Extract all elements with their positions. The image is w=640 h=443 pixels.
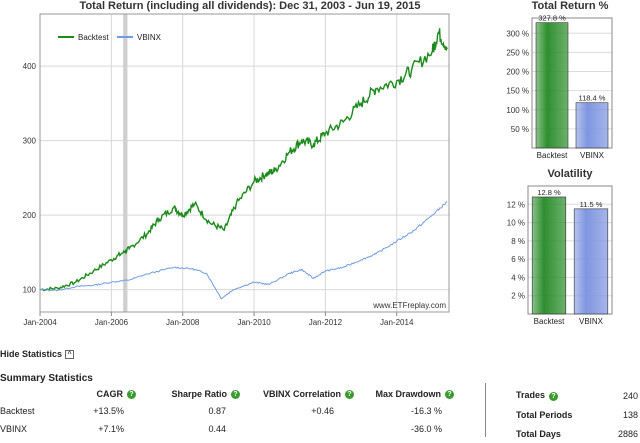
hide-statistics-label: Hide Statistics <box>0 349 63 359</box>
row-name: Backtest <box>0 406 35 416</box>
total-days-label: Total Days <box>516 428 561 439</box>
legend-backtest-label: Backtest <box>78 33 109 42</box>
highlight-band <box>123 14 128 312</box>
correlation-value: +0.46 <box>311 406 334 416</box>
table-row: Total Periods 138 <box>516 405 638 424</box>
x-tick-label: Jan-2008 <box>166 318 200 327</box>
y-tick-label: 6 % <box>511 255 525 264</box>
trades-value: 240 <box>622 390 638 401</box>
main-line-chart: Jan-2004 Jan-2006 Jan-2008 Jan-2010 Jan-2012… <box>23 13 450 327</box>
volatility-bar-chart: 2 % 4 % 6 % 8 % 10 % 12 % 12.8 % Backtest 11.5 %… <box>507 185 613 326</box>
y-tick-label: 100 <box>23 286 37 295</box>
total-return-bar-chart: 50 % 100 % 150 % 200 % 250 % 300 % 327.8 % Back… <box>506 14 613 160</box>
bar-backtest <box>535 22 569 149</box>
y-tick-label: 50 % <box>511 125 529 134</box>
x-tick-label: Jan-2012 <box>309 318 343 327</box>
vbinx-line <box>39 201 448 300</box>
watermark: www.ETFreplay.com <box>372 301 446 310</box>
bar-vbinx <box>575 102 609 149</box>
max-drawdown-header: Max Drawdown? <box>354 386 454 402</box>
bar-backtest <box>531 196 567 315</box>
total-periods-value: 138 <box>622 409 638 420</box>
cagr-value: +13.5% <box>93 406 124 416</box>
summary-statistics-table: CAGR? Sharpe Ratio? VBINX Correlation? M… <box>0 386 454 438</box>
y-tick-label: 10 % <box>507 219 525 228</box>
y-tick-label: 100 % <box>506 106 529 115</box>
cagr-header: CAGR? <box>60 386 136 402</box>
y-tick-label: 200 <box>23 211 37 220</box>
sharpe-header: Sharpe Ratio? <box>136 386 240 402</box>
y-tick-label: 4 % <box>511 273 525 282</box>
sharpe-value: 0.44 <box>208 424 226 434</box>
y-tick-label: 8 % <box>511 237 525 246</box>
y-tick-label: 300 % <box>506 29 529 38</box>
collapse-icon: ^ <box>65 350 75 360</box>
total-periods-label: Total Periods <box>516 409 573 420</box>
x-tick-label: Jan-2004 <box>23 318 57 327</box>
legend[interactable]: Backtest VBINX <box>58 33 162 42</box>
x-category-label: Backtest <box>534 317 565 326</box>
summary-statistics-title: Summary Statistics <box>0 373 93 384</box>
y-tick-label: 250 % <box>506 48 529 57</box>
bar-data-label: 12.8 % <box>537 188 561 197</box>
help-icon[interactable]: ? <box>231 390 240 400</box>
plot-frame <box>527 185 613 315</box>
max-drawdown-value: -36.0 % <box>410 424 442 434</box>
period-statistics-table: Trades? 240 Total Periods 138 Total Days… <box>516 386 638 443</box>
x-category-label: VBINX <box>580 151 605 160</box>
volatility-title: Volatility <box>547 168 593 180</box>
x-category-label: VBINX <box>579 317 604 326</box>
stats-divider <box>485 383 486 437</box>
cagr-value: +7.1% <box>98 424 124 434</box>
x-category-label: Backtest <box>537 151 568 160</box>
bar-data-label: 118.4 % <box>579 94 606 103</box>
help-icon[interactable]: ? <box>549 391 559 401</box>
table-row: Backtest +13.5% 0.87 +0.46 -16.3 % <box>0 402 454 420</box>
plot-frame <box>531 17 613 149</box>
total-days-value: 2886 <box>617 428 638 439</box>
x-tick-label: Jan-2010 <box>237 318 271 327</box>
plot-frame <box>39 13 450 313</box>
help-icon[interactable]: ? <box>127 390 136 400</box>
table-row: Trades? 240 <box>516 386 638 405</box>
max-drawdown-value: -16.3 % <box>410 406 442 416</box>
sharpe-value: 0.87 <box>208 406 226 416</box>
y-tick-label: 2 % <box>511 292 525 301</box>
stats-header-row: CAGR? Sharpe Ratio? VBINX Correlation? M… <box>0 386 454 402</box>
correlation-header: VBINX Correlation? <box>240 386 354 402</box>
legend-vbinx-label: VBINX <box>137 33 162 42</box>
bar-vbinx <box>573 208 609 315</box>
y-tick-label: 200 % <box>506 68 529 77</box>
help-icon[interactable]: ? <box>445 390 454 400</box>
table-row: VBINX +7.1% 0.44 -36.0 % <box>0 420 454 438</box>
row-name: VBINX <box>0 424 28 434</box>
table-row: Total Days 2886 <box>516 424 638 443</box>
y-tick-label: 150 % <box>506 87 529 96</box>
main-chart-title: Total Return (including all dividends): … <box>79 0 421 12</box>
x-tick-label: Jan-2014 <box>380 318 414 327</box>
main-chart-axes: Jan-2004 Jan-2006 Jan-2008 Jan-2010 Jan-2012… <box>23 13 450 327</box>
y-tick-label: 400 <box>23 62 37 71</box>
y-tick-label: 300 <box>23 137 37 146</box>
x-tick-label: Jan-2006 <box>95 318 129 327</box>
trades-label: Trades? <box>516 386 596 405</box>
backtest-line <box>40 28 448 292</box>
bar-data-label: 11.5 % <box>580 200 603 209</box>
bar-data-label: 327.8 % <box>538 14 566 23</box>
total-return-title: Total Return % <box>531 0 609 12</box>
y-tick-label: 12 % <box>507 200 525 209</box>
correlation-value <box>240 420 354 438</box>
main-chart-lines <box>39 28 448 300</box>
hide-statistics-toggle[interactable]: Hide Statistics ^ <box>0 349 75 360</box>
help-icon[interactable]: ? <box>345 390 354 400</box>
